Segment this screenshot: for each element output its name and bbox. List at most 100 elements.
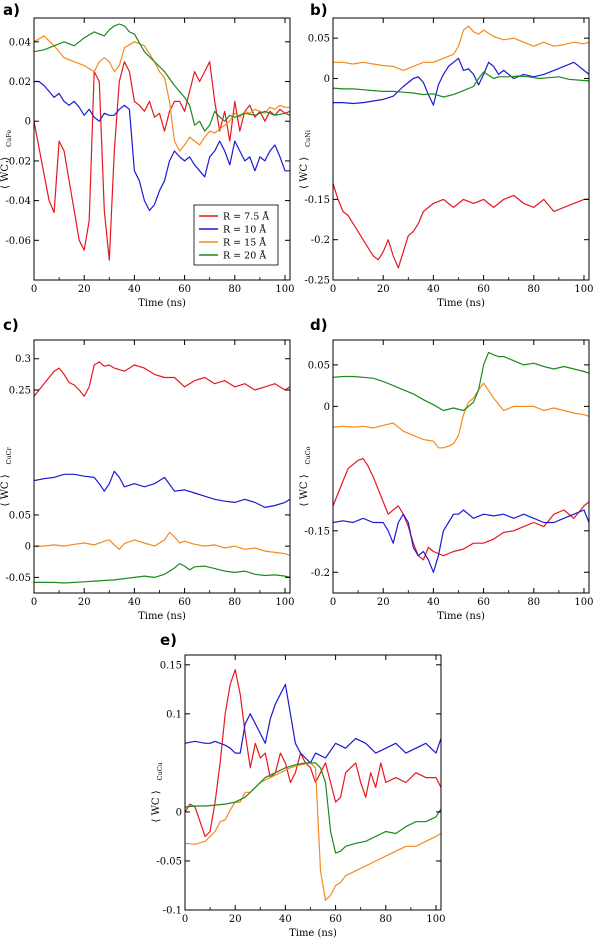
x-tick-label: 100: [275, 597, 294, 608]
y-tick-label: -0.15: [304, 195, 330, 206]
y-tick-label: 0.05: [9, 510, 31, 521]
series-line: [34, 470, 290, 508]
x-tick-label: 80: [228, 597, 241, 608]
y-tick-label: 0.3: [15, 354, 31, 365]
series-line: [34, 361, 290, 397]
x-tick-label: 60: [329, 914, 342, 925]
x-tick-label: 0: [330, 284, 336, 295]
series-line: [34, 80, 290, 212]
x-tick-label: 40: [128, 597, 141, 608]
y-axis-title-sub: CuCr: [5, 446, 13, 464]
x-tick-label: 60: [178, 597, 191, 608]
series-line: [34, 61, 290, 261]
y-axis-title: ⟨ WC ⟩ CuFe: [0, 130, 13, 189]
y-axis-title-main: ⟨ WC ⟩: [151, 790, 162, 822]
legend: R = 7.5 ÅR = 10 ÅR = 15 ÅR = 20 Å: [193, 204, 279, 266]
panel-label: a): [3, 1, 20, 19]
x-tick-label: 20: [78, 284, 91, 295]
series-line: [333, 183, 589, 269]
y-tick-label: 0: [176, 807, 182, 818]
x-axis-title: Time (ns): [138, 298, 186, 309]
x-tick-label: 100: [574, 597, 593, 608]
y-tick-label: -0.15: [304, 526, 330, 537]
x-tick-label: 0: [31, 284, 37, 295]
series-line: [185, 683, 441, 764]
x-axis-title: Time (ns): [138, 611, 186, 622]
legend-entry: R = 20 Å: [223, 250, 266, 262]
y-tick-label: -0.05: [5, 573, 31, 584]
series-line: [34, 35, 290, 152]
x-tick-label: 40: [128, 284, 141, 295]
x-tick-label: 100: [574, 284, 593, 295]
plot-frame: [33, 339, 291, 594]
y-tick-label: 0: [324, 74, 330, 85]
series-line: [333, 25, 589, 71]
series-line: [185, 669, 441, 837]
series-line: [34, 23, 290, 132]
x-tick-label: 0: [182, 914, 188, 925]
y-tick-label: 0: [25, 117, 31, 128]
panel-label: c): [3, 316, 19, 334]
series-line: [34, 531, 290, 557]
y-axis-title: ⟨ WC ⟩ CuCo: [299, 446, 312, 506]
y-tick-label: 0: [25, 542, 31, 553]
series-line: [34, 563, 290, 584]
y-tick-label: -0.2: [311, 235, 330, 246]
plot-frame: [332, 17, 590, 281]
y-axis-title-sub: CuNi: [304, 130, 312, 147]
y-axis-title-sub: CuCu: [156, 762, 164, 780]
y-tick-label: -0.25: [304, 276, 330, 287]
y-tick-label: 0.05: [308, 360, 330, 371]
y-tick-label: -0.1: [163, 906, 182, 917]
y-tick-label: 0.25: [9, 385, 31, 396]
legend-entry: R = 15 Å: [223, 237, 266, 249]
series-line: [333, 351, 589, 412]
x-tick-label: 100: [426, 914, 445, 925]
x-tick-label: 40: [279, 914, 292, 925]
x-tick-label: 0: [330, 597, 336, 608]
series-line: [333, 57, 589, 106]
y-tick-label: -0.02: [5, 156, 31, 167]
x-tick-label: 20: [78, 597, 91, 608]
series-line: [185, 762, 441, 901]
y-tick-label: 0.1: [166, 709, 182, 720]
y-tick-label: -0.04: [5, 196, 31, 207]
series-line: [333, 71, 589, 98]
y-tick-label: 0.05: [308, 34, 330, 45]
panel-3: d) 0 20 40 60 80 100 -0.2 -0.15 0 0.05 Time (ns) ⟨ W…: [299, 316, 594, 622]
x-tick-label: 60: [477, 597, 490, 608]
legend-entry: R = 10 Å: [223, 224, 266, 236]
x-tick-label: 20: [229, 914, 242, 925]
panel-label: e): [160, 631, 177, 649]
series-line: [185, 762, 441, 854]
plot-frame: [332, 339, 590, 594]
panel-0: a) 0 20 40 60 80 100 -0.06 -0.04 -0.02 0 0.02 0.04 Ti…: [0, 1, 295, 309]
series-line: [333, 458, 589, 561]
x-tick-label: 100: [275, 284, 294, 295]
y-axis-title-main: ⟨ WC ⟩: [0, 157, 11, 189]
x-tick-label: 80: [228, 284, 241, 295]
x-tick-label: 20: [377, 284, 390, 295]
panel-4: e) 0 20 40 60 80 100 -0.1 -0.05 0 0.1 0.15 Time (ns)…: [151, 631, 446, 939]
y-tick-label: 0.04: [9, 37, 31, 48]
panel-1: b) 0 20 40 60 80 100 -0.25 -0.2 -0.15 0 0.05 Time (n…: [299, 1, 594, 309]
panel-2: c) 0 20 40 60 80 100 -0.05 0 0.05 0.25 0.3 Time (ns)…: [0, 316, 295, 622]
x-tick-label: 80: [527, 284, 540, 295]
x-axis-title: Time (ns): [289, 928, 337, 939]
x-tick-label: 80: [379, 914, 392, 925]
x-tick-label: 60: [477, 284, 490, 295]
y-tick-label: -0.05: [156, 856, 182, 867]
y-axis-title-sub: CuCo: [304, 446, 312, 464]
x-axis-title: Time (ns): [437, 611, 485, 622]
x-tick-label: 20: [377, 597, 390, 608]
plot-frame: [33, 17, 291, 281]
y-tick-label: -0.06: [5, 236, 31, 247]
y-axis-title: ⟨ WC ⟩ CuCr: [0, 446, 13, 506]
legend-entry: R = 7.5 Å: [223, 211, 269, 223]
y-axis-title: ⟨ WC ⟩ CuCu: [151, 762, 164, 822]
y-tick-label: 0.02: [9, 77, 31, 88]
panel-label: d): [310, 316, 328, 334]
panel-label: b): [310, 1, 328, 19]
x-axis-title: Time (ns): [437, 298, 485, 309]
